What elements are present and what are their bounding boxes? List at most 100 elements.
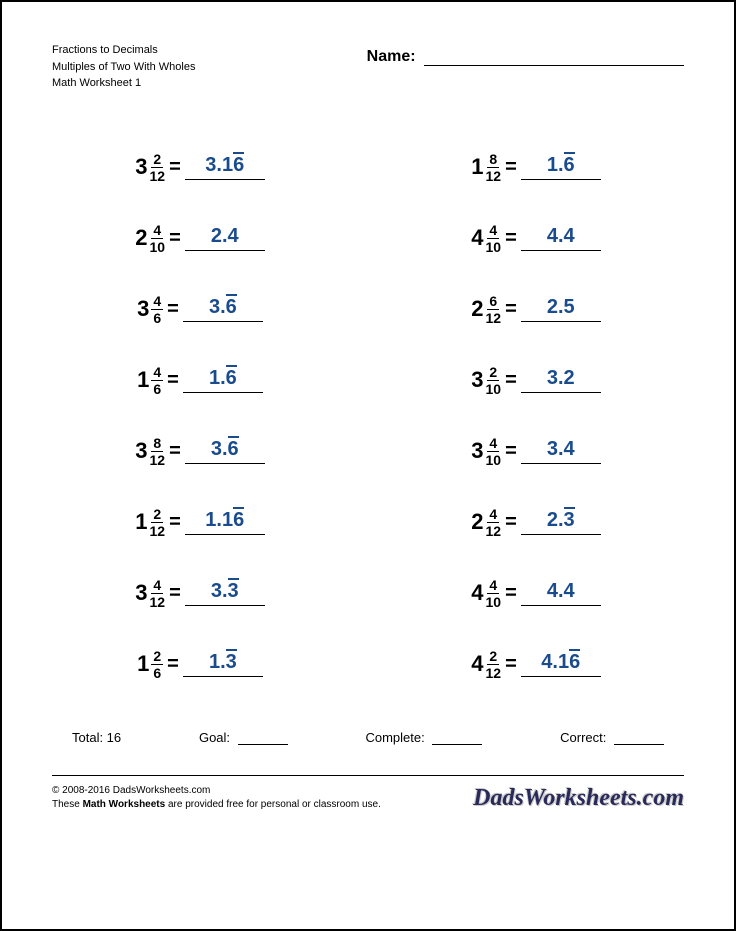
name-field-container: Name: bbox=[367, 48, 684, 66]
copyright-block: © 2008-2016 DadsWorksheets.com These Mat… bbox=[52, 784, 381, 812]
whole-part: 1 bbox=[137, 367, 149, 393]
whole-part: 3 bbox=[135, 438, 147, 464]
answer-value: 3.2 bbox=[547, 367, 575, 389]
answer-value: 4.4 bbox=[547, 225, 575, 247]
repeating-digit: 3 bbox=[564, 509, 575, 532]
problem-16: 4212=4.16 bbox=[398, 649, 674, 680]
mixed-number: 346 bbox=[137, 294, 163, 325]
mixed-number: 3812 bbox=[135, 436, 165, 467]
mixed-number: 4410 bbox=[471, 223, 501, 254]
numerator: 4 bbox=[151, 365, 163, 381]
answer-slot[interactable]: 1.3 bbox=[183, 651, 263, 677]
mixed-number: 2612 bbox=[471, 294, 501, 325]
fraction-part: 412 bbox=[485, 507, 501, 538]
answer-slot[interactable]: 1.6 bbox=[521, 154, 601, 180]
mixed-number: 4212 bbox=[471, 649, 501, 680]
denominator: 6 bbox=[153, 310, 161, 325]
problem-5: 346= 3.6 bbox=[62, 294, 338, 325]
fraction-part: 26 bbox=[151, 649, 163, 680]
answer-slot[interactable]: 3.2 bbox=[521, 367, 601, 393]
answer-slot[interactable]: 4.4 bbox=[521, 225, 601, 251]
mixed-number: 126 bbox=[137, 649, 163, 680]
answer-slot[interactable]: 1.6 bbox=[183, 367, 263, 393]
goal-input-line[interactable] bbox=[238, 731, 288, 745]
title-line-2: Multiples of Two With Wholes bbox=[52, 59, 195, 76]
fraction-part: 410 bbox=[485, 436, 501, 467]
answer-slot[interactable]: 3.3 bbox=[185, 580, 265, 606]
whole-part: 4 bbox=[471, 651, 483, 677]
equals-sign: = bbox=[167, 298, 179, 321]
problem-3: 2410=2.4 bbox=[62, 223, 338, 254]
brand-logo: DadsWorksheets.com bbox=[473, 782, 684, 816]
repeating-digit: 6 bbox=[226, 296, 237, 319]
problem-1: 3212=3.16 bbox=[62, 152, 338, 183]
mixed-number: 3410 bbox=[471, 436, 501, 467]
problem-13: 3412=3.3 bbox=[62, 578, 338, 609]
footer-credits: © 2008-2016 DadsWorksheets.com These Mat… bbox=[52, 782, 684, 816]
repeating-digit: 6 bbox=[228, 438, 239, 461]
fraction-part: 212 bbox=[485, 649, 501, 680]
fraction-part: 612 bbox=[485, 294, 501, 325]
mixed-number: 2410 bbox=[135, 223, 165, 254]
title-line-1: Fractions to Decimals bbox=[52, 42, 195, 59]
tagline: These Math Worksheets are provided free … bbox=[52, 798, 381, 812]
problems-grid: 3212=3.161812=1.62410=2.44410=4.4346=3.6… bbox=[52, 152, 684, 680]
fraction-part: 412 bbox=[149, 578, 165, 609]
fraction-part: 212 bbox=[149, 507, 165, 538]
equals-sign: = bbox=[167, 653, 179, 676]
answer-slot[interactable]: 4.16 bbox=[521, 651, 601, 677]
denominator: 10 bbox=[485, 594, 501, 609]
copyright-text: © 2008-2016 DadsWorksheets.com bbox=[52, 784, 381, 798]
numerator: 8 bbox=[487, 152, 499, 168]
answer-slot[interactable]: 3.6 bbox=[185, 438, 265, 464]
fraction-part: 212 bbox=[149, 152, 165, 183]
denominator: 12 bbox=[149, 594, 165, 609]
answer-value: 2.3 bbox=[547, 509, 575, 531]
equals-sign: = bbox=[505, 582, 517, 605]
name-input-line[interactable] bbox=[424, 48, 684, 66]
repeating-digit: 6 bbox=[226, 367, 237, 390]
fraction-part: 410 bbox=[485, 223, 501, 254]
title-line-3: Math Worksheet 1 bbox=[52, 75, 195, 92]
fraction-part: 46 bbox=[151, 294, 163, 325]
equals-sign: = bbox=[505, 653, 517, 676]
repeating-digit: 6 bbox=[564, 154, 575, 177]
fraction-part: 46 bbox=[151, 365, 163, 396]
mixed-number: 4410 bbox=[471, 578, 501, 609]
answer-slot[interactable]: 2.4 bbox=[185, 225, 265, 251]
answer-slot[interactable]: 1.16 bbox=[185, 509, 265, 535]
complete-input-line[interactable] bbox=[432, 731, 482, 745]
header: Fractions to Decimals Multiples of Two W… bbox=[52, 42, 684, 92]
answer-slot[interactable]: 2.5 bbox=[521, 296, 601, 322]
answer-value: 3.6 bbox=[209, 296, 237, 318]
whole-part: 2 bbox=[135, 225, 147, 251]
repeating-digit: 3 bbox=[228, 580, 239, 603]
answer-value: 3.16 bbox=[205, 154, 244, 176]
answer-slot[interactable]: 3.4 bbox=[521, 438, 601, 464]
name-label: Name: bbox=[367, 48, 416, 65]
denominator: 12 bbox=[485, 168, 501, 183]
whole-part: 3 bbox=[135, 580, 147, 606]
answer-slot[interactable]: 3.6 bbox=[183, 296, 263, 322]
problem-7: 146=1.6 bbox=[62, 365, 338, 396]
repeating-digit: 6 bbox=[233, 154, 244, 177]
answer-slot[interactable]: 4.4 bbox=[521, 580, 601, 606]
numerator: 4 bbox=[487, 436, 499, 452]
answer-slot[interactable]: 2.3 bbox=[521, 509, 601, 535]
answer-value: 2.4 bbox=[211, 225, 239, 247]
answer-value: 2.5 bbox=[547, 296, 575, 318]
answer-value: 4.4 bbox=[547, 580, 575, 602]
whole-part: 2 bbox=[471, 509, 483, 535]
correct-input-line[interactable] bbox=[614, 731, 664, 745]
whole-part: 4 bbox=[471, 580, 483, 606]
answer-slot[interactable]: 3.16 bbox=[185, 154, 265, 180]
mixed-number: 3412 bbox=[135, 578, 165, 609]
answer-value: 3.3 bbox=[211, 580, 239, 602]
problem-14: 4410= 4.4 bbox=[398, 578, 674, 609]
equals-sign: = bbox=[505, 227, 517, 250]
whole-part: 3 bbox=[471, 438, 483, 464]
numerator: 4 bbox=[487, 507, 499, 523]
mixed-number: 3212 bbox=[135, 152, 165, 183]
equals-sign: = bbox=[167, 369, 179, 392]
denominator: 10 bbox=[485, 239, 501, 254]
